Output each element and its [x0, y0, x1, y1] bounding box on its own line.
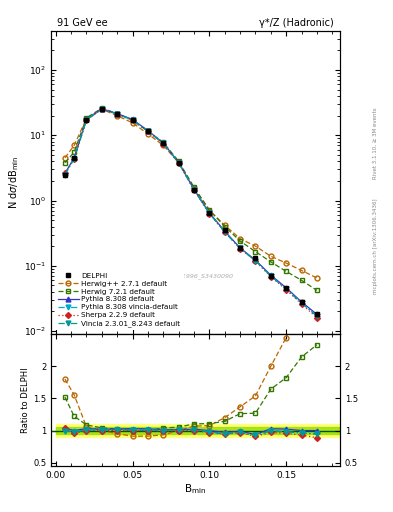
Y-axis label: Ratio to DELPHI: Ratio to DELPHI	[21, 367, 30, 433]
X-axis label: B$_{\rm min}$: B$_{\rm min}$	[184, 482, 207, 496]
Text: mcplots.cern.ch [arXiv:1306.3436]: mcplots.cern.ch [arXiv:1306.3436]	[373, 198, 378, 293]
Y-axis label: N d$\sigma$/dB$_{\rm min}$: N d$\sigma$/dB$_{\rm min}$	[7, 156, 21, 209]
Text: Rivet 3.1.10, ≥ 3M events: Rivet 3.1.10, ≥ 3M events	[373, 108, 378, 179]
Text: 91 GeV ee: 91 GeV ee	[57, 18, 108, 28]
Text: DELPHI_1996_S3430090: DELPHI_1996_S3430090	[157, 274, 234, 280]
Legend: DELPHI, Herwig++ 2.7.1 default, Herwig 7.2.1 default, Pythia 8.308 default, Pyth: DELPHI, Herwig++ 2.7.1 default, Herwig 7…	[55, 269, 184, 330]
Text: γ*/Z (Hadronic): γ*/Z (Hadronic)	[259, 18, 334, 28]
